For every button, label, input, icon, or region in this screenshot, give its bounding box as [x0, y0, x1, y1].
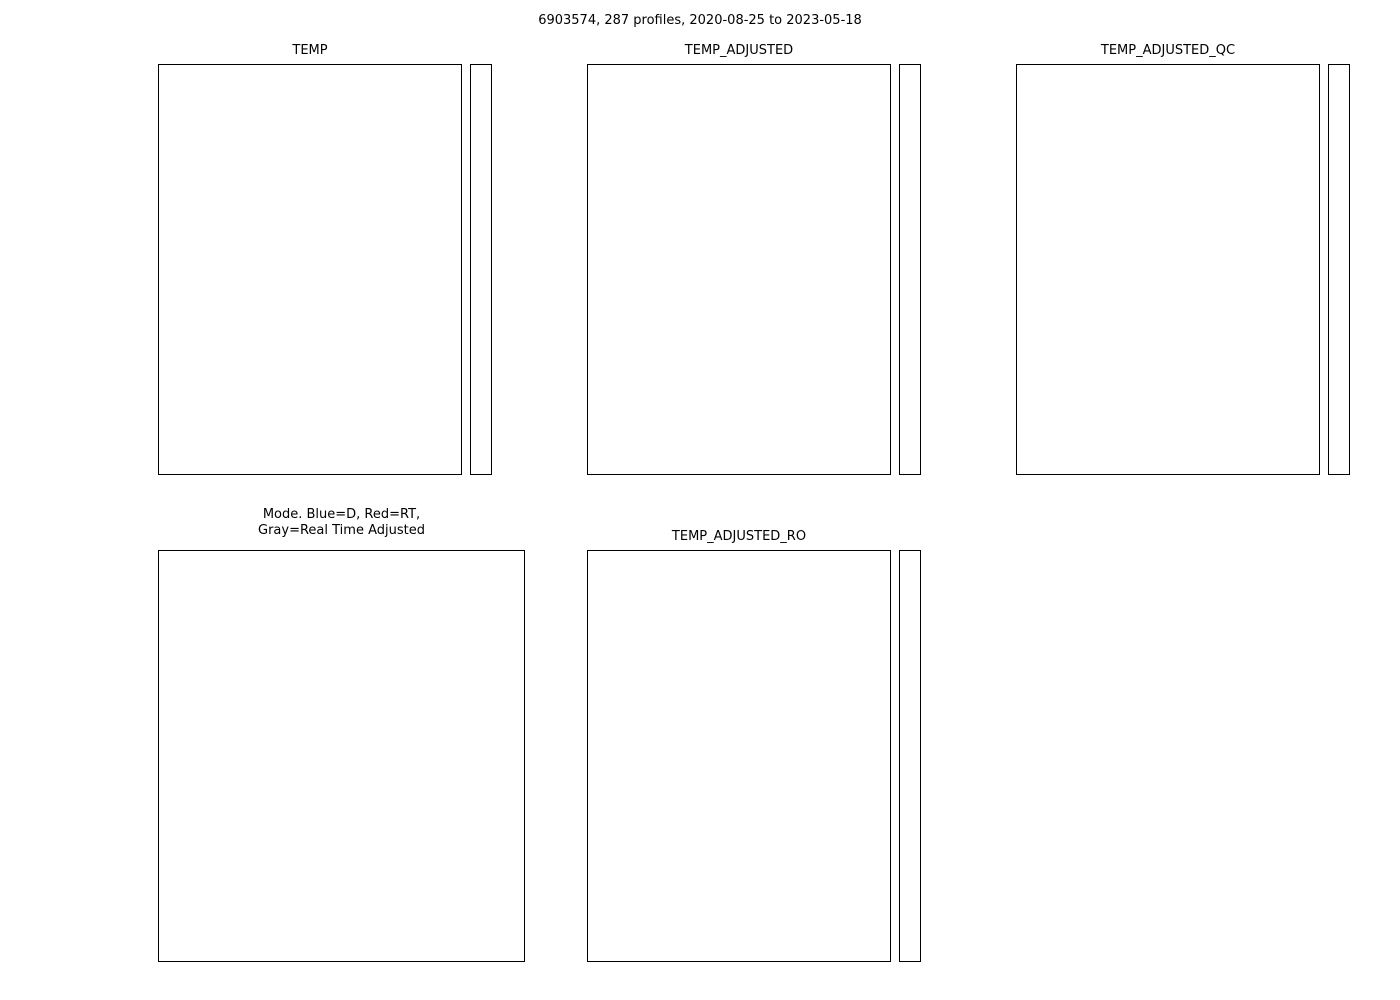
- heatmap-temp: [159, 65, 461, 474]
- colorbar-temp-adjusted: [899, 64, 921, 475]
- panel-title-mode: Mode. Blue=D, Red=RT, Gray=Real Time Adj…: [258, 507, 425, 538]
- heatmap-temp-adjusted: [588, 65, 890, 474]
- colorbar-temp-adjusted-ro: [899, 550, 921, 962]
- colorbar-temp: [470, 64, 492, 475]
- colorbar-temp-adjusted-qc: [1328, 64, 1350, 475]
- axes-temp-adjusted: [587, 64, 891, 475]
- heatmap-temp-adjusted-ro: [588, 551, 890, 961]
- axes-temp: [158, 64, 462, 475]
- panel-title-temp-adjusted: TEMP_ADJUSTED: [684, 43, 794, 58]
- delayed-mode-line: [159, 574, 524, 576]
- panel-title-temp-adjusted-ro: TEMP_ADJUSTED_RO: [671, 529, 807, 544]
- heatmap-temp-adjusted-qc: [1017, 65, 1319, 474]
- axes-temp-adjusted-qc: [1016, 64, 1320, 475]
- panel-title-temp-adjusted-qc: TEMP_ADJUSTED_QC: [1100, 43, 1236, 58]
- panel-title-temp: TEMP: [292, 43, 328, 58]
- axes-mode: [158, 550, 525, 962]
- figure-suptitle: 6903574, 287 profiles, 2020-08-25 to 202…: [538, 13, 862, 28]
- axes-temp-adjusted-ro: [587, 550, 891, 962]
